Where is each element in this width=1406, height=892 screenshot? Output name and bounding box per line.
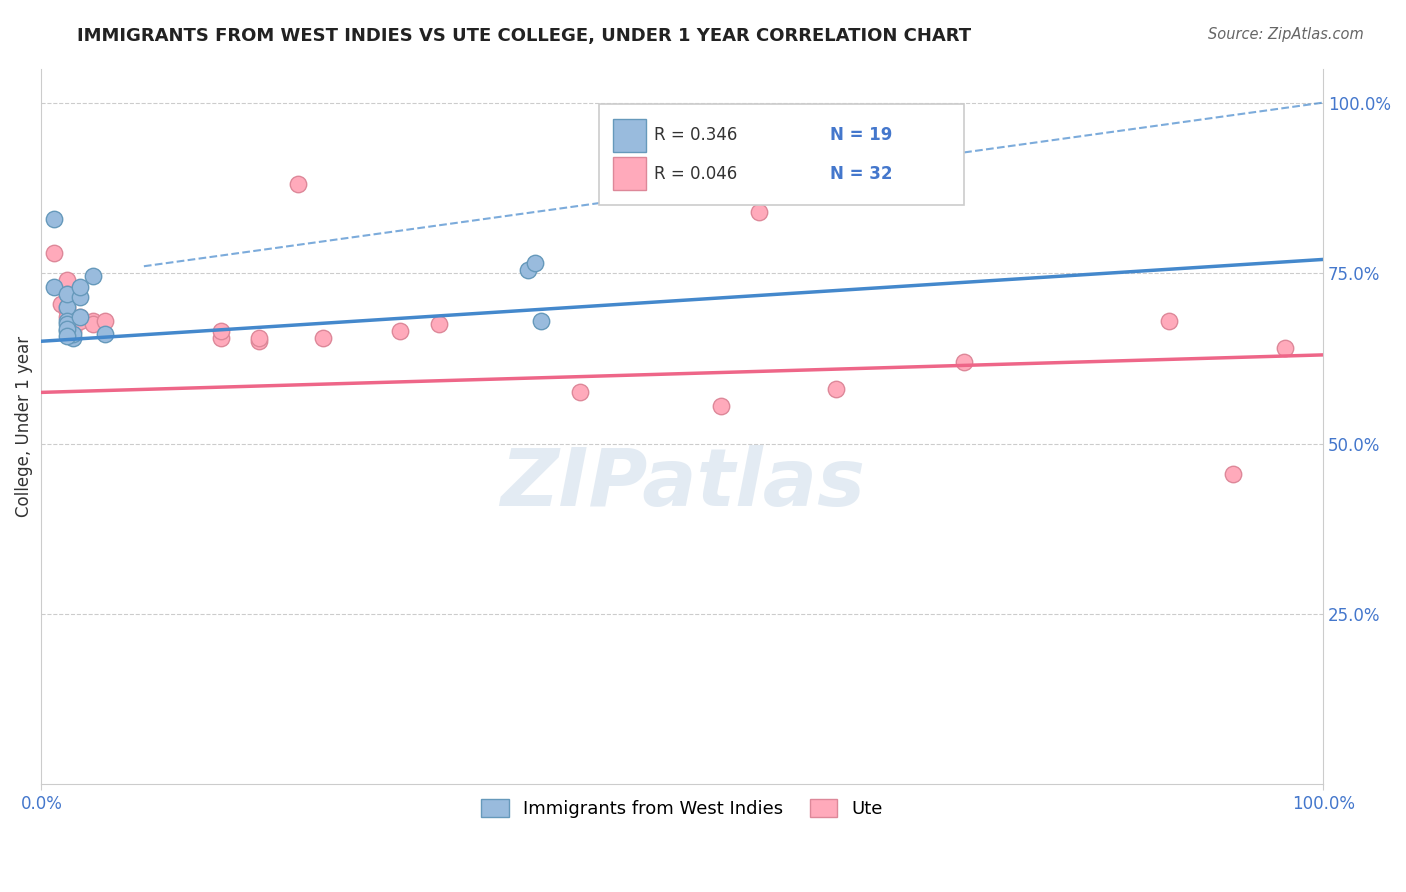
Text: R = 0.346: R = 0.346 bbox=[654, 126, 737, 145]
FancyBboxPatch shape bbox=[613, 119, 647, 152]
Point bbox=[56, 317, 79, 331]
Point bbox=[56, 300, 79, 314]
Point bbox=[287, 178, 309, 192]
Point bbox=[568, 385, 591, 400]
Text: R = 0.046: R = 0.046 bbox=[654, 165, 737, 183]
Point bbox=[62, 327, 84, 342]
Point bbox=[69, 314, 91, 328]
Point bbox=[56, 328, 79, 343]
Point bbox=[69, 310, 91, 325]
Point bbox=[953, 354, 976, 368]
Point bbox=[56, 314, 79, 328]
Point bbox=[69, 310, 91, 325]
Point bbox=[62, 320, 84, 334]
Point bbox=[82, 317, 104, 331]
Point bbox=[56, 300, 79, 314]
Y-axis label: College, Under 1 year: College, Under 1 year bbox=[15, 336, 32, 517]
Point bbox=[62, 317, 84, 331]
Point bbox=[209, 331, 232, 345]
Point bbox=[312, 331, 335, 345]
Point bbox=[69, 279, 91, 293]
Point bbox=[56, 273, 79, 287]
Point bbox=[82, 314, 104, 328]
Point bbox=[44, 245, 66, 260]
Text: N = 32: N = 32 bbox=[830, 165, 893, 183]
Point bbox=[427, 317, 450, 331]
Point bbox=[56, 324, 79, 338]
Point bbox=[82, 269, 104, 284]
Point bbox=[62, 314, 84, 328]
Point bbox=[209, 324, 232, 338]
Legend: Immigrants from West Indies, Ute: Immigrants from West Indies, Ute bbox=[474, 792, 890, 825]
Point bbox=[1159, 314, 1181, 328]
Point bbox=[62, 324, 84, 338]
Point bbox=[56, 286, 79, 301]
Point bbox=[247, 331, 270, 345]
Text: IMMIGRANTS FROM WEST INDIES VS UTE COLLEGE, UNDER 1 YEAR CORRELATION CHART: IMMIGRANTS FROM WEST INDIES VS UTE COLLE… bbox=[77, 27, 972, 45]
Point bbox=[748, 204, 770, 219]
Point bbox=[1274, 341, 1296, 355]
Text: Source: ZipAtlas.com: Source: ZipAtlas.com bbox=[1208, 27, 1364, 42]
Point bbox=[56, 303, 79, 318]
Point bbox=[530, 314, 553, 328]
Point bbox=[247, 334, 270, 349]
Point bbox=[710, 399, 733, 413]
Text: N = 19: N = 19 bbox=[830, 126, 891, 145]
Point bbox=[94, 314, 117, 328]
Point bbox=[94, 327, 117, 342]
Point bbox=[1222, 467, 1244, 482]
Point bbox=[825, 382, 848, 396]
Point bbox=[389, 324, 412, 338]
Point bbox=[56, 286, 79, 301]
Point bbox=[44, 279, 66, 293]
FancyBboxPatch shape bbox=[599, 104, 965, 204]
Point bbox=[49, 297, 72, 311]
Point bbox=[44, 211, 66, 226]
Point bbox=[517, 262, 540, 277]
Point bbox=[56, 310, 79, 325]
Point bbox=[69, 290, 91, 304]
FancyBboxPatch shape bbox=[613, 157, 647, 190]
Point bbox=[62, 331, 84, 345]
Point bbox=[56, 322, 79, 336]
Text: ZIPatlas: ZIPatlas bbox=[499, 445, 865, 523]
Point bbox=[523, 256, 546, 270]
